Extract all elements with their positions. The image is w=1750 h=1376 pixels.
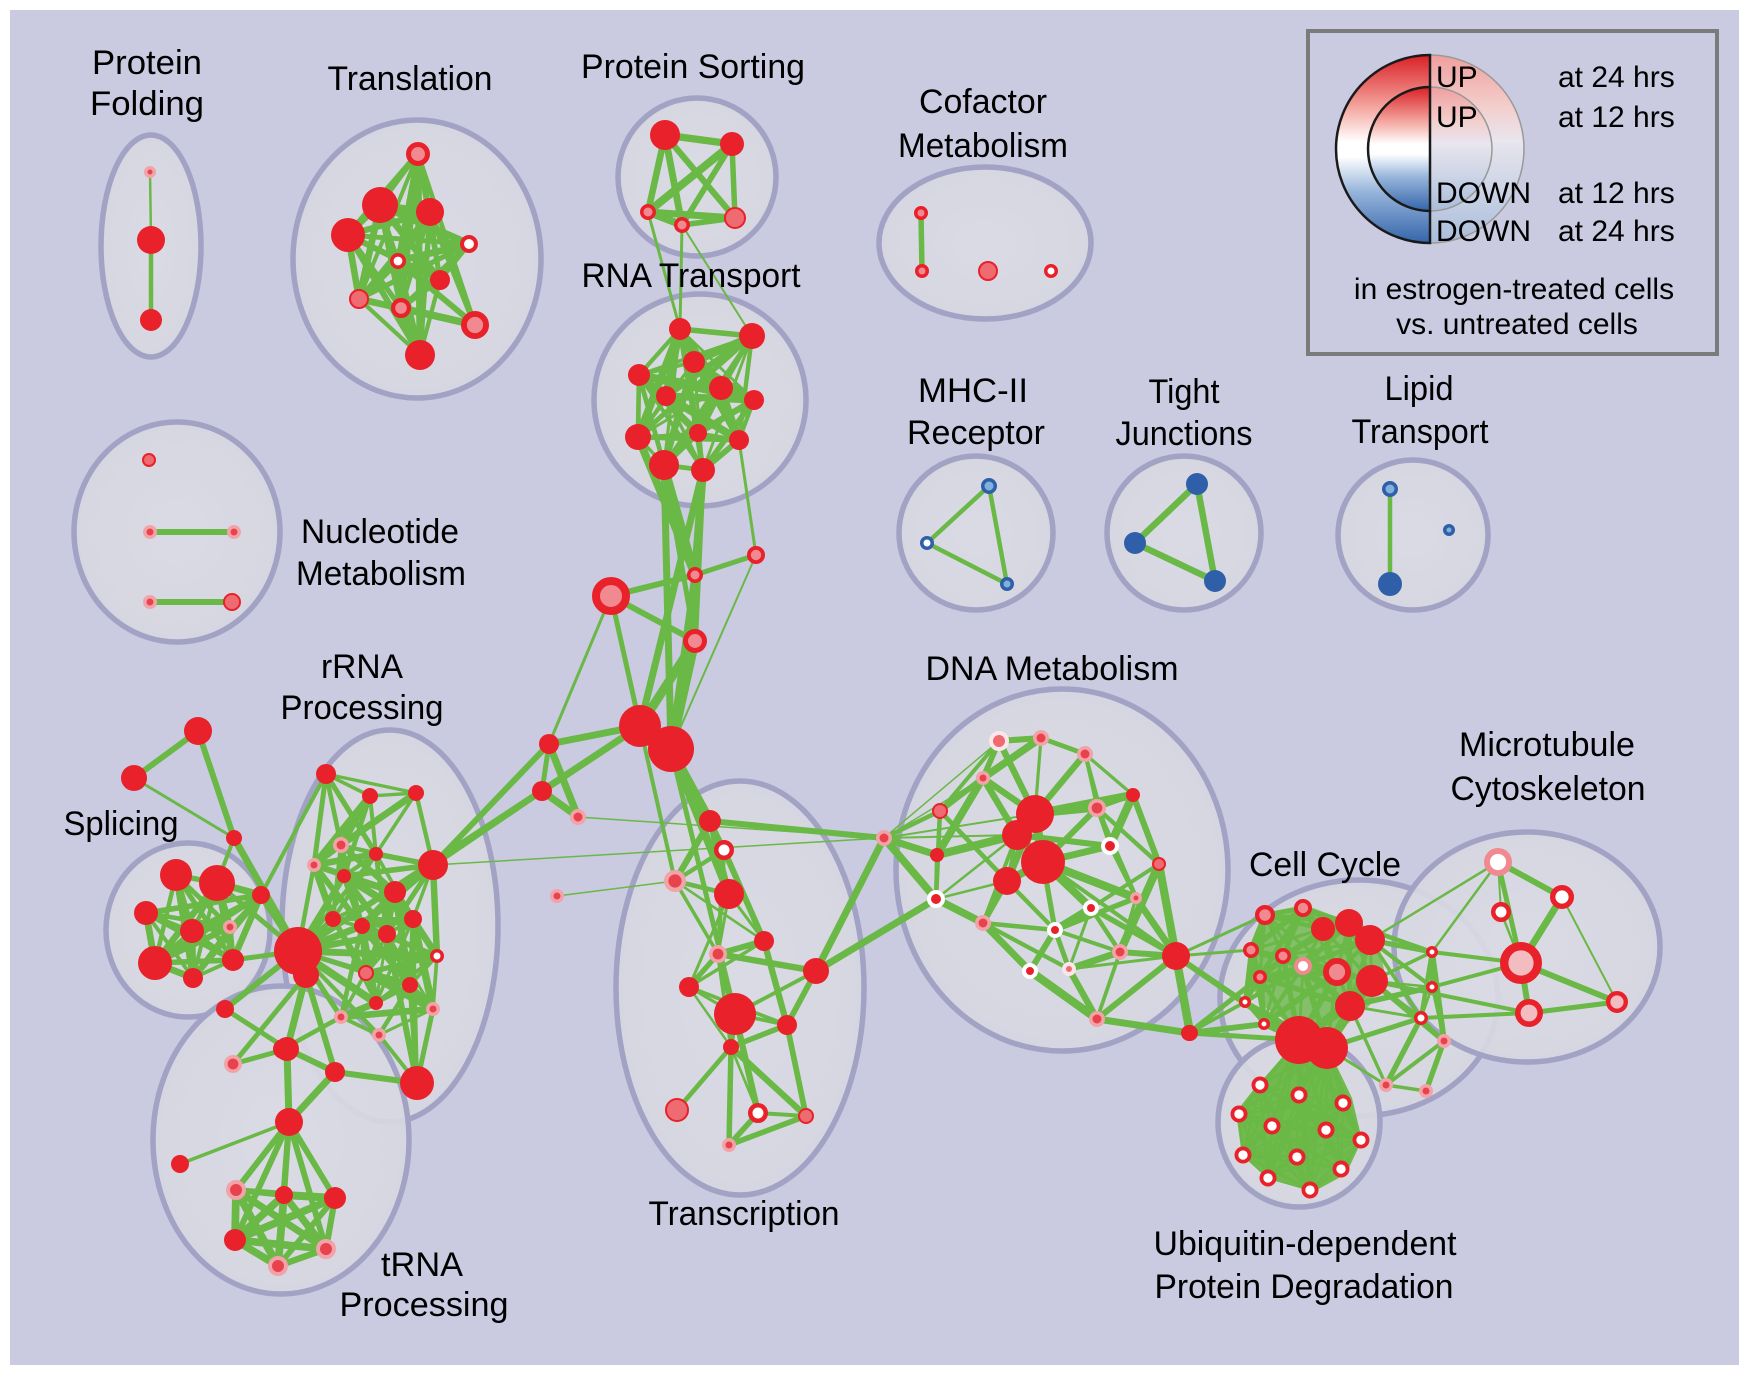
svg-text:at 12 hrs: at 12 hrs — [1558, 101, 1675, 134]
svg-text:at 12 hrs: at 12 hrs — [1558, 177, 1675, 210]
svg-text:Transport: Transport — [1352, 413, 1490, 451]
svg-text:Cell Cycle: Cell Cycle — [1249, 846, 1401, 884]
svg-text:Metabolism: Metabolism — [296, 555, 466, 593]
svg-text:Receptor: Receptor — [907, 414, 1045, 452]
svg-text:Transcription: Transcription — [649, 1195, 840, 1233]
svg-text:Cytoskeleton: Cytoskeleton — [1451, 770, 1646, 808]
svg-text:at 24 hrs: at 24 hrs — [1558, 61, 1675, 94]
svg-text:Lipid: Lipid — [1385, 370, 1454, 408]
svg-text:DNA Metabolism: DNA Metabolism — [926, 650, 1179, 688]
svg-text:vs. untreated cells: vs. untreated cells — [1396, 308, 1638, 341]
svg-text:UP: UP — [1436, 101, 1478, 134]
svg-text:Cofactor: Cofactor — [919, 83, 1047, 121]
svg-text:at 24 hrs: at 24 hrs — [1558, 215, 1675, 248]
svg-text:Splicing: Splicing — [64, 805, 179, 843]
svg-text:Nucleotide: Nucleotide — [301, 513, 459, 551]
svg-text:Protein Degradation: Protein Degradation — [1155, 1268, 1454, 1306]
svg-text:DOWN: DOWN — [1436, 177, 1531, 210]
svg-text:Tight: Tight — [1149, 373, 1221, 411]
svg-text:tRNA: tRNA — [381, 1246, 463, 1284]
svg-text:Processing: Processing — [281, 689, 444, 727]
svg-text:DOWN: DOWN — [1436, 215, 1531, 248]
svg-text:UP: UP — [1436, 61, 1478, 94]
svg-text:Protein Sorting: Protein Sorting — [581, 48, 805, 86]
svg-text:Translation: Translation — [328, 60, 493, 98]
svg-text:MHC-II: MHC-II — [918, 372, 1028, 410]
svg-text:Junctions: Junctions — [1116, 415, 1253, 453]
svg-text:in estrogen-treated cells: in estrogen-treated cells — [1354, 273, 1674, 306]
svg-text:Microtubule: Microtubule — [1459, 726, 1635, 764]
svg-text:Folding: Folding — [90, 85, 204, 123]
svg-text:RNA Transport: RNA Transport — [582, 257, 802, 295]
svg-text:Ubiquitin-dependent: Ubiquitin-dependent — [1154, 1225, 1458, 1263]
svg-text:Protein: Protein — [92, 44, 202, 82]
svg-text:Metabolism: Metabolism — [898, 127, 1068, 165]
svg-text:Processing: Processing — [340, 1286, 509, 1324]
svg-text:rRNA: rRNA — [321, 648, 403, 686]
